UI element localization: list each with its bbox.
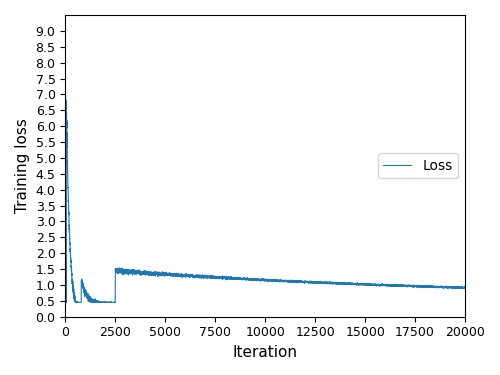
Loss [62,22,68,27]
Loss [462,285,468,289]
Loss [436,285,442,289]
Loss [304,279,310,284]
Line: Loss: Loss [66,24,465,302]
Y-axis label: Training loss: Training loss [15,118,30,213]
Legend: Loss: Loss [378,153,458,178]
Loss [162,271,168,276]
Loss [348,281,354,286]
Loss [319,281,325,285]
X-axis label: Iteration: Iteration [232,345,298,360]
Loss [252,277,258,282]
Loss [72,300,78,304]
